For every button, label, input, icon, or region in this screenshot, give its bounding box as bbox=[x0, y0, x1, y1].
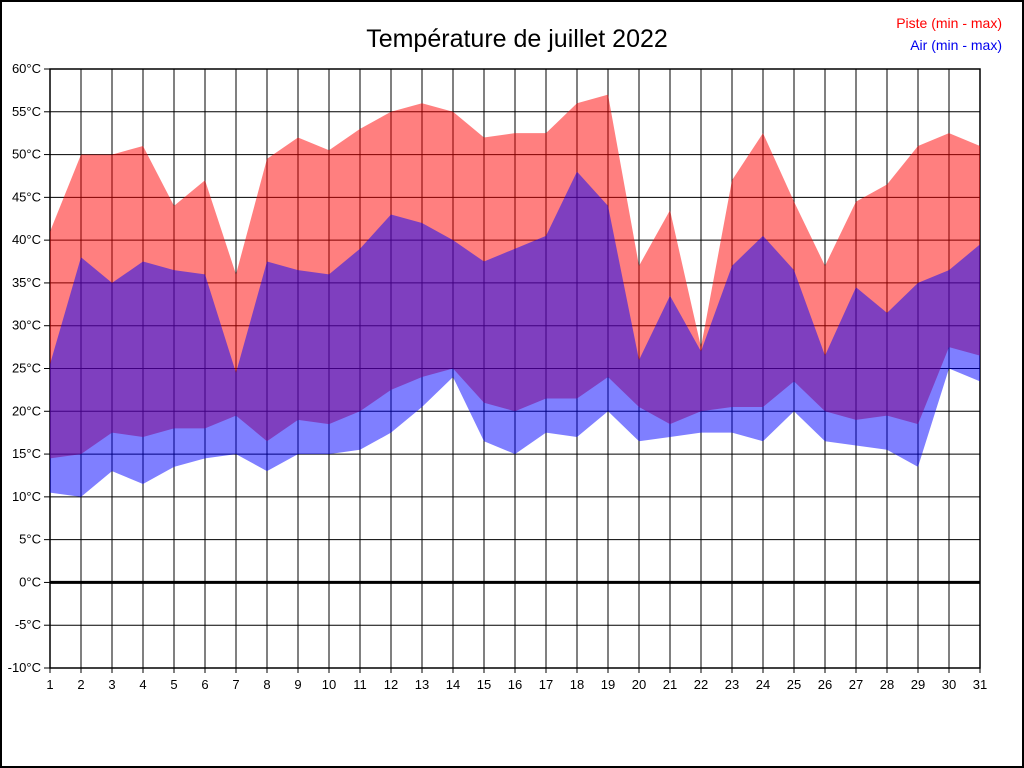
x-tick-label: 6 bbox=[201, 677, 208, 692]
y-tick-label: 10°C bbox=[12, 489, 41, 504]
x-tick-label: 11 bbox=[353, 677, 367, 692]
x-tick-label: 25 bbox=[787, 677, 801, 692]
x-tick-label: 2 bbox=[77, 677, 84, 692]
x-tick-label: 4 bbox=[139, 677, 146, 692]
plot-area: -10°C -5°C 0°C 5°C 10°C 15°C 20°C 25°C 30°C 35°C 4… bbox=[8, 61, 988, 692]
legend-air-label: Air (min - max) bbox=[910, 37, 1002, 53]
x-tick-label: 3 bbox=[108, 677, 115, 692]
chart-title: Température de juillet 2022 bbox=[366, 25, 668, 53]
y-tick-label: 20°C bbox=[12, 403, 41, 418]
air-band bbox=[50, 171, 980, 497]
x-tick-label: 12 bbox=[384, 677, 398, 692]
x-tick-label: 18 bbox=[570, 677, 584, 692]
y-tick-label: 50°C bbox=[12, 147, 41, 162]
x-tick-label: 19 bbox=[601, 677, 615, 692]
y-tick-label: 35°C bbox=[12, 275, 41, 290]
x-tick-label: 20 bbox=[632, 677, 646, 692]
x-tick-label: 10 bbox=[322, 677, 336, 692]
y-tick-label: 45°C bbox=[12, 189, 41, 204]
x-tick-label: 8 bbox=[263, 677, 270, 692]
x-tick-label: 29 bbox=[911, 677, 925, 692]
y-tick-label: 60°C bbox=[12, 61, 41, 76]
x-tick-label: 9 bbox=[294, 677, 301, 692]
x-tick-label: 15 bbox=[477, 677, 491, 692]
x-tick-label: 22 bbox=[694, 677, 708, 692]
x-tick-label: 27 bbox=[849, 677, 863, 692]
y-tick-label: -10°C bbox=[8, 660, 41, 675]
y-tick-label: 5°C bbox=[19, 532, 41, 547]
x-tick-label: 30 bbox=[942, 677, 956, 692]
x-tick-label: 21 bbox=[663, 677, 677, 692]
legend-piste-label: Piste (min - max) bbox=[896, 15, 1002, 31]
x-tick-label: 13 bbox=[415, 677, 429, 692]
x-tick-label: 16 bbox=[508, 677, 522, 692]
x-tick-label: 28 bbox=[880, 677, 894, 692]
x-tick-label: 5 bbox=[170, 677, 177, 692]
x-tick-label: 1 bbox=[46, 677, 53, 692]
x-tick-label: 7 bbox=[232, 677, 239, 692]
y-tick-label: 40°C bbox=[12, 232, 41, 247]
x-tick-label: 17 bbox=[539, 677, 553, 692]
x-tick-label: 14 bbox=[446, 677, 460, 692]
x-tick-label: 24 bbox=[756, 677, 770, 692]
y-tick-label: -5°C bbox=[15, 617, 41, 632]
x-tick-label: 31 bbox=[973, 677, 987, 692]
y-tick-label: 0°C bbox=[19, 574, 41, 589]
y-tick-label: 15°C bbox=[12, 446, 41, 461]
x-tick-label: 23 bbox=[725, 677, 739, 692]
y-tick-label: 55°C bbox=[12, 104, 41, 119]
y-tick-label: 30°C bbox=[12, 318, 41, 333]
x-tick-label: 26 bbox=[818, 677, 832, 692]
y-tick-label: 25°C bbox=[12, 361, 41, 376]
